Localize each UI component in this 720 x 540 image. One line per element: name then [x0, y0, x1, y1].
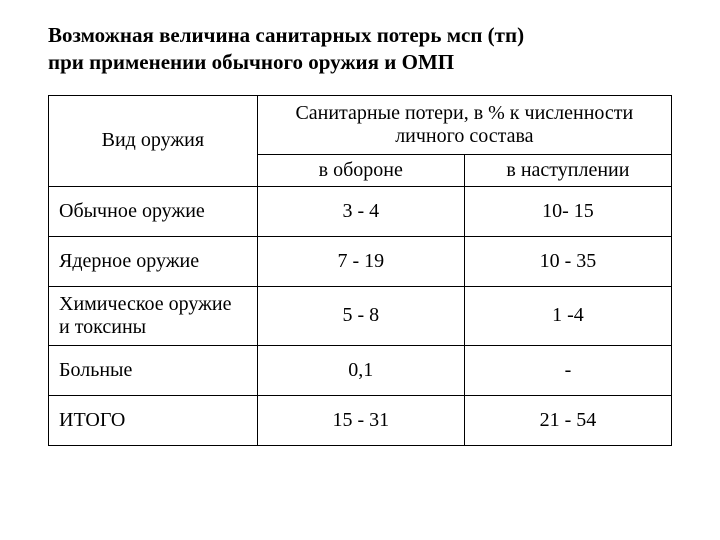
cell-offense: 1 -4 [464, 286, 671, 345]
cell-offense: - [464, 345, 671, 395]
cell-label: ИТОГО [49, 395, 258, 445]
table-row: Химическое оружие и токсины 5 - 8 1 -4 [49, 286, 672, 345]
cell-defense: 7 - 19 [257, 236, 464, 286]
table-row: Ядерное оружие 7 - 19 10 - 35 [49, 236, 672, 286]
cell-defense: 5 - 8 [257, 286, 464, 345]
cell-offense: 10- 15 [464, 186, 671, 236]
losses-table: Вид оружия Санитарные потери, в % к числ… [48, 95, 672, 446]
header-weapon-type: Вид оружия [49, 95, 258, 186]
table-row: Обычное оружие 3 - 4 10- 15 [49, 186, 672, 236]
title-line-1: Возможная величина санитарных потерь мсп… [48, 23, 524, 47]
cell-offense: 10 - 35 [464, 236, 671, 286]
cell-defense: 3 - 4 [257, 186, 464, 236]
slide-title: Возможная величина санитарных потерь мсп… [48, 22, 672, 77]
title-line-2: при применении обычного оружия и ОМП [48, 50, 454, 74]
cell-label: Обычное оружие [49, 186, 258, 236]
cell-defense: 0,1 [257, 345, 464, 395]
header-offense: в наступлении [464, 154, 671, 186]
table-row: ИТОГО 15 - 31 21 - 54 [49, 395, 672, 445]
cell-label: Ядерное оружие [49, 236, 258, 286]
cell-label: Больные [49, 345, 258, 395]
slide: Возможная величина санитарных потерь мсп… [0, 0, 720, 540]
header-losses-group: Санитарные потери, в % к численности лич… [257, 95, 671, 154]
cell-label: Химическое оружие и токсины [49, 286, 258, 345]
cell-offense: 21 - 54 [464, 395, 671, 445]
table-row: Больные 0,1 - [49, 345, 672, 395]
cell-defense: 15 - 31 [257, 395, 464, 445]
header-defense: в обороне [257, 154, 464, 186]
